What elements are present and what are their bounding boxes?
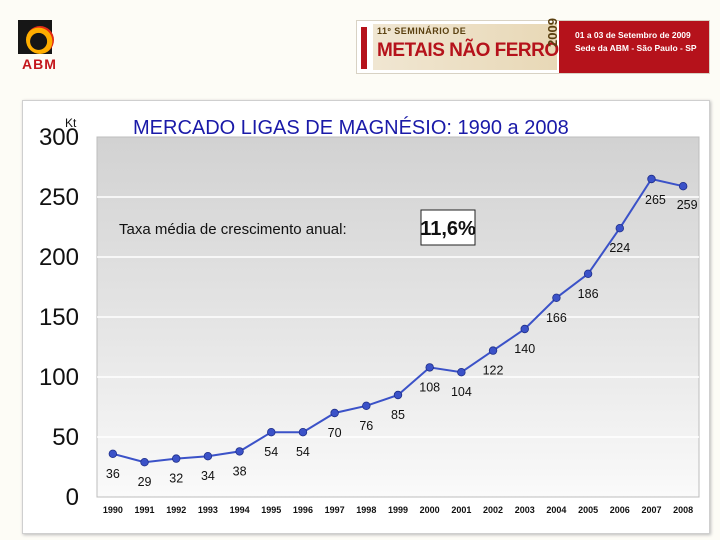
x-tick-label: 1997 (325, 505, 345, 515)
data-point-2005 (583, 269, 593, 278)
x-tick-label: 2003 (515, 505, 535, 515)
event-date: 01 a 03 de Setembro de 2009 (575, 30, 691, 40)
data-label-2004: 166 (546, 311, 567, 325)
data-point-1991 (140, 458, 149, 467)
event-subtitle: 11º SEMINÁRIO DE (377, 26, 467, 36)
data-point-2003 (520, 324, 529, 334)
event-info-block: 01 a 03 de Setembro de 2009 Sede da ABM … (559, 21, 709, 73)
data-label-1995: 54 (264, 445, 278, 459)
y-axis-ticks: 0 50 100 150 200 250 300 (39, 124, 79, 511)
x-tick-label: 1996 (293, 505, 313, 515)
x-tick-label: 2002 (483, 505, 503, 515)
data-label-1990: 36 (106, 467, 120, 481)
data-point-2004 (552, 293, 561, 302)
data-point-2002 (488, 346, 498, 355)
data-point-1997 (330, 408, 339, 418)
data-label-1996: 54 (296, 445, 310, 459)
y-unit-label: Kt (65, 116, 77, 130)
x-tick-label: 1993 (198, 505, 218, 515)
data-label-2005: 186 (578, 287, 599, 301)
data-point-1992 (172, 454, 181, 463)
data-point-2008 (678, 181, 688, 191)
x-tick-label: 1990 (103, 505, 123, 515)
event-title-block: 11º SEMINÁRIO DE METAIS NÃO FERROSOS (373, 24, 598, 70)
y-tick-label: 100 (39, 364, 79, 391)
x-tick-label: 2005 (578, 505, 598, 515)
data-label-2006: 224 (609, 241, 630, 255)
data-point-1994 (235, 447, 244, 456)
data-point-2006 (615, 223, 624, 233)
data-point-1998 (362, 401, 371, 410)
slide-header: ABM 11º SEMINÁRIO DE METAIS NÃO FERROSOS… (0, 0, 720, 88)
y-tick-label: 50 (52, 424, 79, 451)
growth-rate-value: 11,6% (420, 218, 476, 240)
x-axis-ticks: 1990 1991 1992 1993 1994 1995 1996 1997 1998 1999… (103, 505, 693, 515)
x-tick-label: 2000 (420, 505, 440, 515)
x-tick-label: 1994 (230, 505, 250, 515)
data-label-2007: 265 (645, 193, 666, 207)
data-label-1992: 32 (169, 472, 183, 486)
y-tick-label: 200 (39, 244, 79, 271)
data-point-1996 (298, 428, 308, 437)
data-point-1995 (267, 428, 276, 437)
chart-title: MERCADO LIGAS DE MAGNÉSIO: 1990 a 2008 (133, 116, 569, 139)
x-tick-label: 1999 (388, 505, 408, 515)
y-tick-label: 150 (39, 304, 79, 331)
data-label-2008: 259 (677, 198, 698, 212)
data-label-1991: 29 (138, 475, 152, 489)
data-point-1990 (108, 449, 118, 458)
growth-rate-label: Taxa média de crescimento anual: (119, 221, 347, 238)
series-magnesium-market (108, 174, 688, 467)
event-title: METAIS NÃO FERROSOS (377, 40, 598, 61)
data-point-2001 (457, 368, 466, 377)
data-label-2001: 104 (451, 385, 472, 399)
x-tick-label: 1991 (135, 505, 155, 515)
x-tick-label: 1992 (166, 505, 186, 515)
event-venue: Sede da ABM - São Paulo - SP (575, 43, 697, 53)
abm-logo-text: ABM (22, 56, 57, 72)
abm-logo-ring-icon (26, 26, 54, 54)
x-tick-label: 1995 (261, 505, 281, 515)
data-labels: 36 29 32 34 38 54 54 70 76 85 108 104 122 140 166 186 22… (106, 193, 698, 489)
x-tick-label: 2007 (641, 505, 661, 515)
data-label-1999: 85 (391, 408, 405, 422)
x-tick-label: 2008 (673, 505, 693, 515)
x-tick-label: 2001 (451, 505, 471, 515)
y-tick-label: 250 (39, 184, 79, 211)
event-banner-accent (361, 27, 367, 69)
event-year: 2009 (545, 18, 560, 47)
x-tick-label: 2006 (610, 505, 630, 515)
data-label-2000: 108 (419, 380, 440, 394)
x-tick-label: 2004 (546, 505, 566, 515)
data-point-2000 (425, 363, 434, 372)
growth-rate-box (420, 209, 476, 246)
data-label-1993: 34 (201, 469, 215, 483)
data-point-1999 (393, 390, 403, 400)
abm-logo: ABM (16, 18, 66, 74)
x-tick-label: 1998 (356, 505, 376, 515)
chart-frame: 0 50 100 150 200 250 300 1990 1991 1992 1993 1994 1… (22, 100, 710, 534)
data-label-1994: 38 (233, 464, 247, 478)
data-label-2002: 122 (483, 364, 504, 378)
data-label-1998: 76 (359, 419, 373, 433)
y-tick-label: 0 (66, 484, 79, 511)
data-label-2003: 140 (514, 342, 535, 356)
event-banner: 11º SEMINÁRIO DE METAIS NÃO FERROSOS 200… (356, 18, 710, 74)
data-point-1993 (203, 452, 213, 461)
data-label-1997: 70 (328, 426, 342, 440)
y-tick-label: 300 (39, 124, 79, 151)
data-point-2007 (647, 174, 656, 184)
